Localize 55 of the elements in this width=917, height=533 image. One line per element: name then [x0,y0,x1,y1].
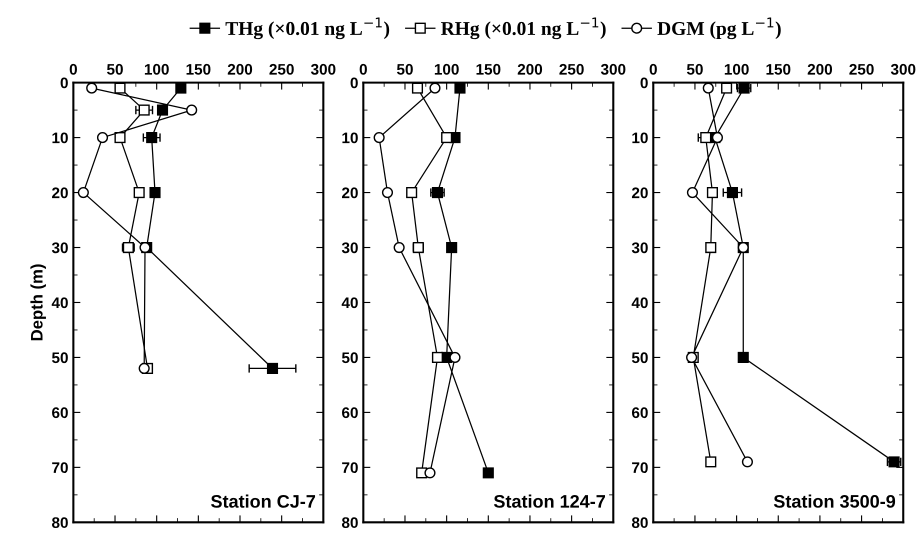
x-tick-label: 0 [70,64,77,75]
x-tick-label: 200 [518,64,542,75]
x-tick-label: 100 [724,64,749,75]
y-tick-label: 80 [632,517,648,528]
y-tick-label: 40 [632,297,648,308]
y-tick-label: 60 [632,407,648,418]
annotation: Station CJ-7 [211,494,316,508]
y-tick-label: 10 [342,132,358,144]
y-tick-label: 50 [342,352,358,364]
x-tick-label: 150 [476,64,500,75]
y-tick-label: 80 [342,517,358,528]
y-tick-label: 30 [52,242,68,254]
x-tick-label: 100 [144,64,169,75]
x-tick-label: 0 [650,64,657,75]
y-tick-label: 40 [342,297,358,308]
y-tick-label: 0 [640,77,648,88]
y-axis-title: Depth (m) [30,264,46,340]
y-tick-label: 30 [632,242,648,254]
x-tick-label: 250 [269,64,294,75]
y-tick-label: 20 [632,187,648,198]
x-tick-label: 150 [186,64,210,75]
y-tick-label: 60 [342,407,358,418]
y-tick-label: 50 [632,352,648,364]
x-tick-label: 50 [686,64,703,75]
annotation: Station 124-7 [494,494,605,508]
y-tick-label: 70 [52,462,68,474]
y-tick-label: 40 [52,297,68,308]
legend-label: DGM (pg L$^{−1}$) [657,18,781,40]
x-tick-label: 50 [106,64,123,75]
y-tick-label: 10 [52,132,68,144]
legend-label: RHg (×0.01 ng L$^{−1}$) [441,18,606,40]
y-tick-label: 60 [52,407,68,418]
x-tick-label: 50 [396,64,413,75]
y-tick-label: 0 [350,77,358,88]
y-tick-label: 0 [60,77,68,88]
x-tick-label: 250 [849,64,874,75]
x-tick-label: 150 [766,64,790,75]
x-tick-label: 0 [360,64,367,75]
x-tick-label: 300 [600,64,626,75]
annotation: Station 3500-9 [774,494,896,508]
y-tick-label: 20 [52,187,68,198]
x-tick-label: 250 [559,64,584,75]
legend-label: THg (×0.01 ng L$^{−1}$) [226,18,390,40]
x-tick-label: 200 [228,64,252,75]
x-tick-label: 300 [890,64,916,75]
x-tick-label: 300 [310,64,336,75]
y-tick-label: 70 [632,462,648,474]
x-tick-label: 100 [434,64,459,75]
y-tick-label: 30 [342,242,358,254]
y-tick-label: 70 [342,462,358,474]
y-tick-label: 50 [52,352,68,364]
y-tick-label: 10 [632,132,648,144]
x-tick-label: 200 [808,64,832,75]
y-tick-label: 80 [52,517,68,528]
y-tick-label: 20 [342,187,358,198]
